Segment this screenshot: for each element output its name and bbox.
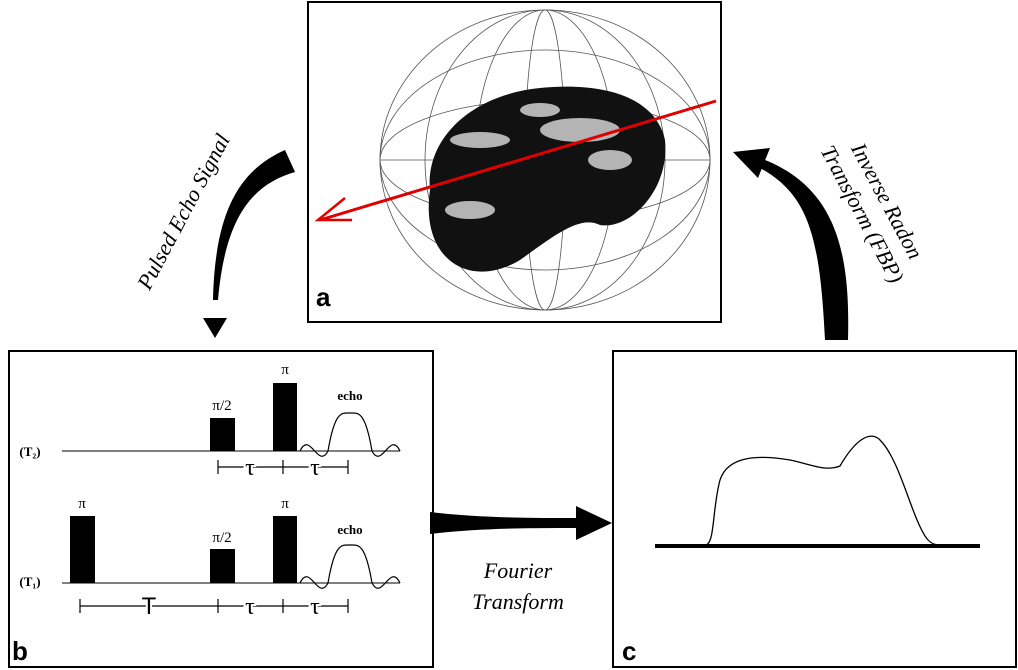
pulse-label: π <box>281 362 289 378</box>
figure: a (T₂) π/2 π echo τ τ (T₁) π π/2 π echo … <box>0 0 1018 670</box>
pulse-label: π/2 <box>212 530 231 546</box>
echo-label: echo <box>337 388 362 403</box>
echo-label: echo <box>337 522 362 537</box>
panel-label: c <box>622 636 636 666</box>
arrow-label: Fourier <box>483 558 553 583</box>
sequence-name: (T₂) <box>19 444 40 459</box>
interval-label: τ <box>245 455 255 481</box>
pulse-label: π/2 <box>212 398 231 414</box>
interval-label: τ <box>245 594 255 620</box>
arrow-label: Transform <box>472 589 564 614</box>
curved-arrow <box>213 150 295 300</box>
sequence-name: (T₁) <box>19 574 40 589</box>
arrowhead <box>576 506 612 540</box>
panel-label: a <box>316 282 331 312</box>
pulse-label: π <box>281 496 289 512</box>
interval-label: τ <box>310 455 320 481</box>
interval-label: τ <box>310 594 320 620</box>
pulse-label: π <box>78 496 86 512</box>
interval-label: T <box>142 593 157 620</box>
arrowhead <box>203 318 227 338</box>
panel-c-frame <box>613 351 1016 667</box>
straight-arrow <box>430 512 578 534</box>
panel-label: b <box>12 636 28 666</box>
